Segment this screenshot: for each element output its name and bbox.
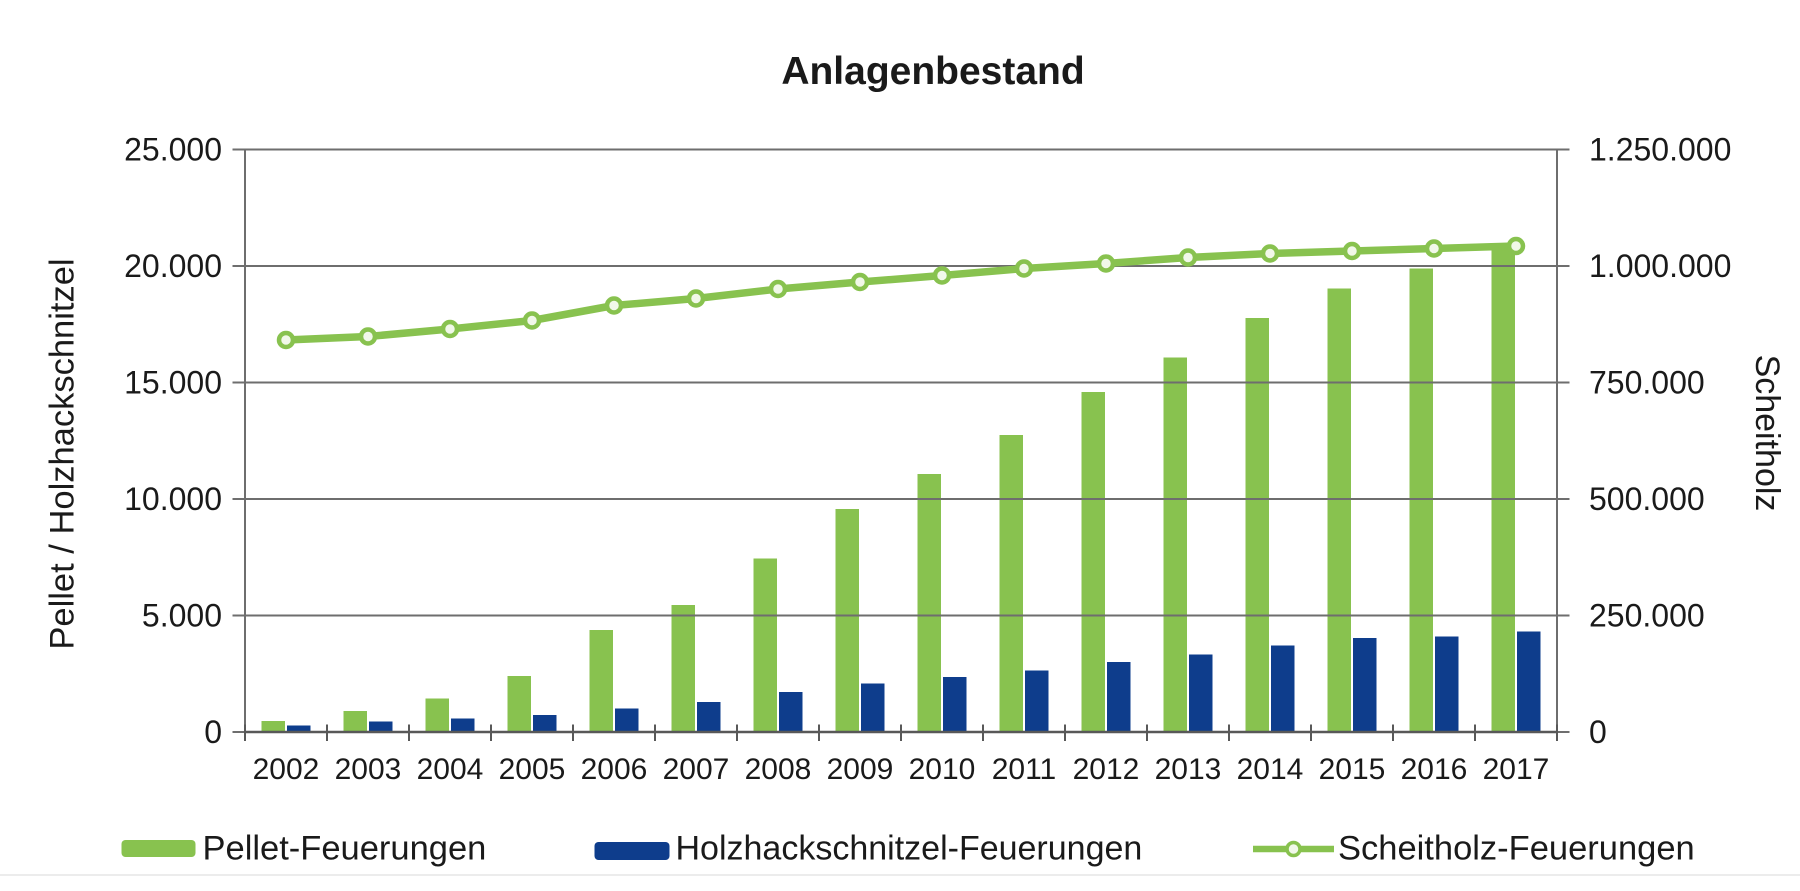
svg-text:2011: 2011: [992, 753, 1057, 786]
svg-text:5.000: 5.000: [142, 598, 222, 634]
svg-text:1.000.000: 1.000.000: [1589, 248, 1731, 284]
svg-text:1.250.000: 1.250.000: [1589, 132, 1731, 168]
svg-text:2016: 2016: [1401, 753, 1468, 786]
svg-text:2017: 2017: [1483, 753, 1550, 786]
svg-text:2009: 2009: [827, 753, 894, 786]
svg-text:2004: 2004: [417, 753, 484, 786]
svg-text:2006: 2006: [581, 753, 648, 786]
svg-text:250.000: 250.000: [1589, 598, 1705, 634]
svg-text:750.000: 750.000: [1589, 365, 1705, 401]
svg-text:500.000: 500.000: [1589, 481, 1705, 517]
svg-text:10.000: 10.000: [124, 481, 222, 517]
svg-text:Pellet / Holzhackschnitzel: Pellet / Holzhackschnitzel: [44, 258, 82, 649]
svg-text:25.000: 25.000: [124, 132, 222, 168]
svg-text:Holzhackschnitzel-Feuerungen: Holzhackschnitzel-Feuerungen: [676, 830, 1143, 868]
svg-text:Pellet-Feuerungen: Pellet-Feuerungen: [203, 830, 487, 868]
svg-text:2010: 2010: [909, 753, 976, 786]
svg-text:2015: 2015: [1319, 753, 1386, 786]
svg-text:Scheitholz-Feuerungen: Scheitholz-Feuerungen: [1338, 830, 1695, 868]
svg-text:2013: 2013: [1155, 753, 1222, 786]
svg-text:2012: 2012: [1073, 753, 1140, 786]
svg-text:Scheitholz: Scheitholz: [1748, 355, 1786, 512]
svg-text:2014: 2014: [1237, 753, 1304, 786]
svg-text:0: 0: [1589, 714, 1607, 750]
svg-text:2008: 2008: [745, 753, 812, 786]
svg-text:20.000: 20.000: [124, 248, 222, 284]
svg-text:2005: 2005: [499, 753, 566, 786]
svg-text:Anlagenbestand: Anlagenbestand: [781, 50, 1084, 93]
svg-text:2007: 2007: [663, 753, 730, 786]
svg-text:2002: 2002: [253, 753, 320, 786]
svg-text:15.000: 15.000: [124, 365, 222, 401]
svg-text:2003: 2003: [335, 753, 402, 786]
svg-text:0: 0: [204, 714, 222, 750]
